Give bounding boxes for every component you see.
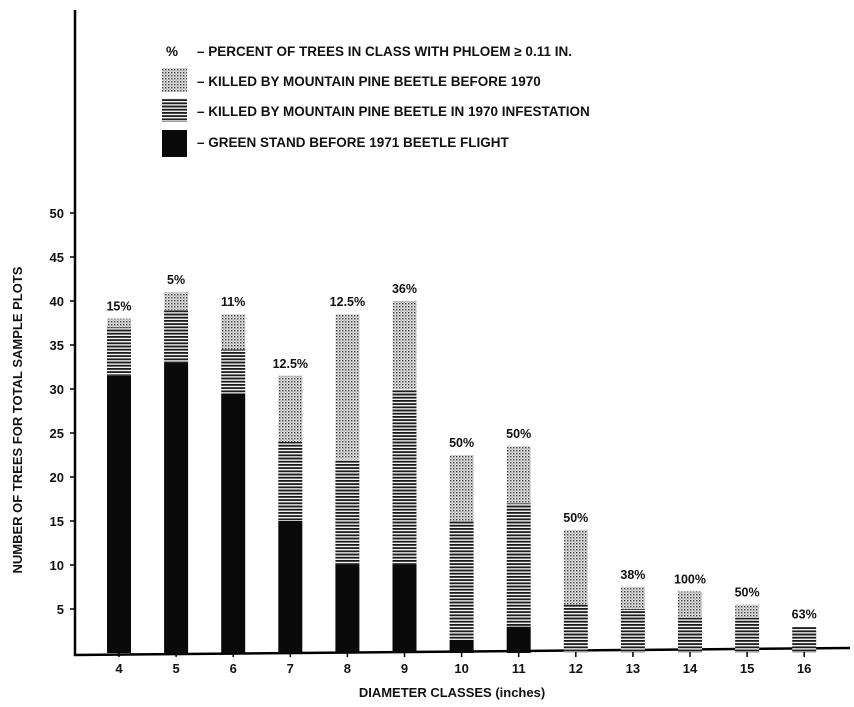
x-tick-label: 11 xyxy=(512,661,526,676)
bar-segment-11-series-0 xyxy=(506,626,531,653)
x-tick-label: 10 xyxy=(454,661,468,676)
bar-segment-14-series-1 xyxy=(678,617,702,653)
bar-segment-14-series-2 xyxy=(678,591,702,618)
percent-label-11: 50% xyxy=(506,427,531,441)
percent-legend-label: – PERCENT OF TREES IN CLASS WITH PHLOEM … xyxy=(197,44,572,59)
bar-segment-10-series-0 xyxy=(449,639,474,653)
y-tick-label: 5 xyxy=(57,602,64,617)
x-tick-label: 5 xyxy=(172,661,179,676)
y-ticks: 5 10 15 20 25 30 35 40 45 50 xyxy=(50,206,75,617)
y-tick-label: 10 xyxy=(50,558,64,573)
legend-swatch-1970-infestation xyxy=(162,98,187,122)
legend-label-1970-infestation: – KILLED BY MOUNTAIN PINE BEETLE IN 1970… xyxy=(197,104,590,119)
bar-segment-8-series-2 xyxy=(335,314,360,460)
bar-segment-12-series-2 xyxy=(563,529,588,605)
x-tick-label: 16 xyxy=(797,661,811,676)
bar-segment-8-series-0 xyxy=(335,565,360,653)
bar-segment-15-series-1 xyxy=(735,617,760,653)
y-tick-label: 50 xyxy=(50,206,64,221)
percent-label-7: 12.5% xyxy=(273,357,308,371)
bar-segment-5-series-0 xyxy=(164,362,189,653)
bar-segment-4-series-1 xyxy=(107,327,131,376)
percent-label-4: 15% xyxy=(106,300,131,314)
bar-segment-9-series-1 xyxy=(392,389,417,565)
percent-label-13: 38% xyxy=(620,568,645,582)
y-tick-label: 35 xyxy=(50,338,64,353)
bar-segment-9-series-2 xyxy=(392,301,417,389)
x-ticks: 4 5 6 7 8 9 10 11 12 13 14 15 16 xyxy=(115,652,811,676)
x-tick-label: 13 xyxy=(626,661,640,676)
y-tick-label: 45 xyxy=(50,250,64,265)
y-tick-label: 40 xyxy=(50,294,64,309)
x-tick-label: 12 xyxy=(569,661,583,676)
x-tick-label: 8 xyxy=(344,661,351,676)
percent-legend-symbol: % xyxy=(166,44,178,59)
bar-segment-8-series-1 xyxy=(335,459,360,565)
bar-segment-15-series-2 xyxy=(735,604,760,618)
bar-segment-11-series-2 xyxy=(506,446,531,504)
bar-segment-12-series-1 xyxy=(563,604,588,653)
x-tick-label: 6 xyxy=(230,661,237,676)
bar-segment-11-series-1 xyxy=(506,503,531,627)
bar-segment-7-series-1 xyxy=(278,441,303,521)
bar-segment-9-series-0 xyxy=(392,565,417,653)
percent-label-10: 50% xyxy=(449,436,474,450)
percent-label-6: 11% xyxy=(221,295,245,309)
x-tick-label: 14 xyxy=(683,661,698,676)
bar-segment-10-series-1 xyxy=(449,521,474,640)
legend-swatch-green-stand xyxy=(162,130,187,157)
bar-segment-6-series-0 xyxy=(221,393,246,653)
bar-segment-10-series-2 xyxy=(449,455,474,521)
x-tick-label: 15 xyxy=(740,661,754,676)
percent-label-12: 50% xyxy=(563,511,588,525)
legend-swatch-before-1970 xyxy=(162,68,187,92)
percent-label-15: 50% xyxy=(735,586,760,600)
y-tick-label: 25 xyxy=(50,426,64,441)
legend-label-before-1970: – KILLED BY MOUNTAIN PINE BEETLE BEFORE … xyxy=(197,74,541,89)
bar-segment-5-series-1 xyxy=(164,309,189,363)
bar-segment-6-series-1 xyxy=(221,349,246,394)
percent-labels: 15% 5% 11% 12.5% 12.5% 36% 50% 50% 50% 38% 100% 50%… xyxy=(106,273,816,621)
x-tick-label: 7 xyxy=(287,661,294,676)
bar-segment-6-series-2 xyxy=(221,314,246,350)
y-axis-title: NUMBER OF TREES FOR TOTAL SAMPLE PLOTS xyxy=(10,266,25,573)
x-tick-label: 4 xyxy=(115,661,123,676)
percent-label-16: 63% xyxy=(792,608,817,622)
percent-label-5: 5% xyxy=(167,273,185,287)
bar-segment-7-series-0 xyxy=(278,521,303,653)
bar-segment-4-series-0 xyxy=(107,375,131,653)
bar-segment-16-series-1 xyxy=(792,626,817,653)
bar-segment-4-series-2 xyxy=(107,318,131,328)
bar-segment-5-series-2 xyxy=(164,292,189,310)
bars xyxy=(107,292,817,653)
legend: % – PERCENT OF TREES IN CLASS WITH PHLOE… xyxy=(162,44,590,157)
y-tick-label: 30 xyxy=(50,382,64,397)
x-axis-title: DIAMETER CLASSES (inches) xyxy=(359,685,545,700)
y-tick-label: 20 xyxy=(50,470,64,485)
bar-segment-7-series-2 xyxy=(278,375,303,442)
bar-segment-13-series-1 xyxy=(620,609,645,653)
legend-label-green-stand: – GREEN STAND BEFORE 1971 BEETLE FLIGHT xyxy=(197,135,510,150)
percent-label-8: 12.5% xyxy=(330,295,365,309)
percent-label-9: 36% xyxy=(392,282,417,296)
percent-label-14: 100% xyxy=(674,572,706,586)
bar-segment-13-series-2 xyxy=(620,587,645,609)
x-tick-label: 9 xyxy=(401,661,408,676)
y-tick-label: 15 xyxy=(50,514,64,529)
